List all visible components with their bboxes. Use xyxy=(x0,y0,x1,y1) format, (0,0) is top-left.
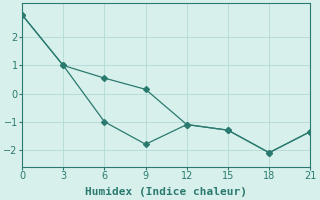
X-axis label: Humidex (Indice chaleur): Humidex (Indice chaleur) xyxy=(85,186,247,197)
